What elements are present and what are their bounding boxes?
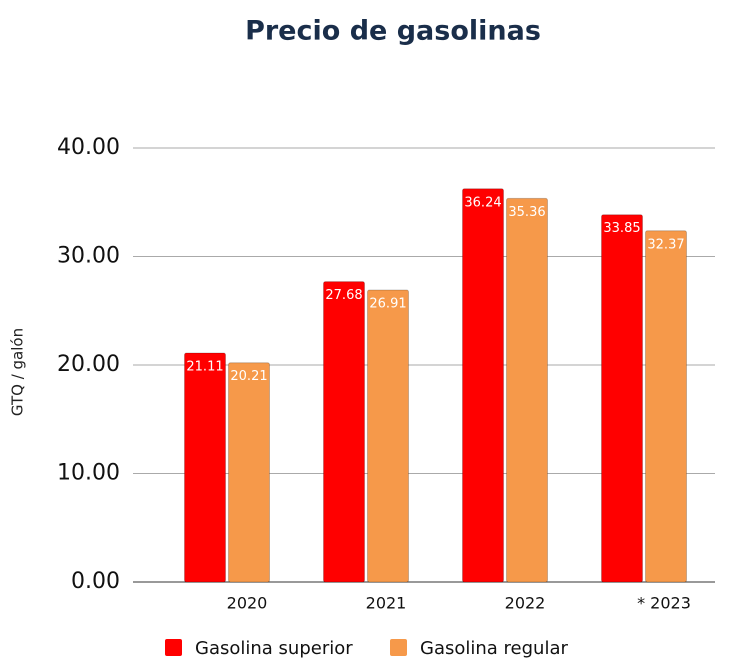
legend-label: Gasolina regular (420, 638, 568, 659)
y-tick-label: 40.00 (57, 135, 120, 160)
bar (506, 197, 548, 583)
bar (462, 188, 504, 583)
y-axis-label: GTQ / galón (9, 328, 27, 416)
y-tick-label: 10.00 (57, 461, 120, 486)
y-tick-label: 30.00 (57, 244, 120, 269)
bar (367, 289, 409, 583)
data-label: 27.68 (325, 288, 362, 303)
data-label: 35.36 (508, 205, 545, 220)
data-label: 21.11 (186, 359, 223, 374)
chart-title: Precio de gasolinas (245, 16, 541, 47)
y-tick-label: 0.00 (71, 569, 120, 594)
legend-swatch (390, 639, 407, 656)
data-label: 20.21 (230, 369, 267, 384)
data-label: 36.24 (464, 195, 501, 210)
legend-label: Gasolina superior (195, 638, 353, 659)
x-tick-label: 2021 (366, 594, 407, 613)
bar (645, 230, 687, 583)
bar (228, 362, 270, 583)
x-tick-label: * 2023 (637, 594, 691, 613)
x-tick-label: 2022 (505, 594, 546, 613)
legend-swatch (165, 639, 182, 656)
data-label: 32.37 (647, 237, 684, 252)
bar (323, 281, 365, 583)
data-label: 26.91 (369, 297, 406, 312)
x-tick-label: 2020 (227, 594, 268, 613)
bar (184, 352, 226, 583)
y-tick-label: 20.00 (57, 352, 120, 377)
data-label: 33.85 (603, 221, 640, 236)
bar (601, 214, 643, 583)
